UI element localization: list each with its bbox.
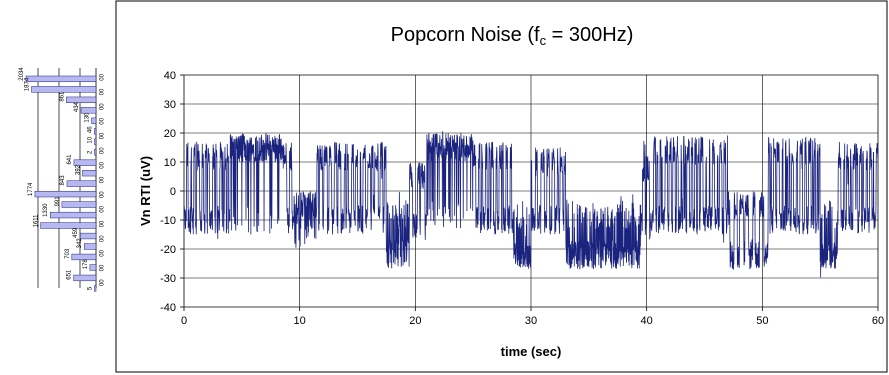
histogram-bin-label: 00 (97, 250, 103, 257)
x-tick-label: 60 (872, 315, 884, 327)
histogram-value-label: 2 (88, 150, 94, 154)
histogram-bin-label: 00 (97, 191, 103, 198)
y-tick-label: -30 (160, 273, 176, 285)
histogram-bar (89, 264, 97, 271)
histogram-bar (40, 222, 97, 229)
histogram-value-label: 1330 (43, 203, 49, 217)
histogram-bar (94, 138, 97, 145)
histogram-value-label: 10 (88, 136, 94, 143)
histogram-bar (49, 211, 97, 219)
histogram-bar (71, 253, 97, 261)
histogram-bin-label: 00 (97, 177, 103, 184)
histogram-bin-label: 00 (97, 133, 103, 140)
histogram-value-label: 392 (76, 164, 82, 175)
histogram-bin-label: 00 (97, 147, 103, 154)
histogram-value-label: 641 (67, 154, 73, 165)
y-axis-label: Vn RTI (uV) (138, 156, 153, 226)
histogram-bar (66, 96, 97, 103)
histogram-value-label: 861 (59, 91, 65, 102)
histogram-bin-label: 00 (97, 74, 103, 81)
histogram-bin-label: 00 (97, 118, 103, 125)
histogram-value-label: 459 (73, 227, 79, 238)
x-axis-label: time (sec) (501, 344, 562, 359)
histogram-value-label: 991 (55, 196, 61, 207)
histogram-value-label: 434 (74, 101, 80, 112)
histogram-bar (94, 128, 97, 135)
histogram-value-label: 1774 (28, 182, 34, 196)
y-tick-label: -20 (160, 244, 176, 256)
y-tick-label: -10 (160, 215, 176, 227)
histogram-bar (91, 117, 97, 124)
x-tick-label: 40 (641, 315, 653, 327)
histogram-bin-label: 00 (97, 235, 103, 242)
x-tick-label: 10 (294, 315, 306, 327)
histogram-bar (25, 75, 97, 83)
histogram-bar (79, 232, 97, 240)
histogram-value-label: 46 (87, 126, 93, 133)
histogram-value-label: 130 (85, 112, 91, 123)
histogram-bin-label: 00 (97, 162, 103, 169)
histogram-bar (34, 190, 97, 198)
histogram-bar (73, 274, 97, 282)
histogram-value-label: 342 (77, 238, 83, 249)
chart-title: Popcorn Noise (fc = 300Hz) (391, 24, 634, 48)
x-tick-label: 20 (409, 315, 421, 327)
x-tick-label: 50 (756, 315, 768, 327)
histogram-bar (66, 180, 97, 187)
histogram-bin-label: 00 (97, 279, 103, 286)
histogram-bar (82, 170, 97, 177)
histogram-bar (80, 107, 97, 114)
noise-trace (184, 131, 878, 278)
histogram-bar (31, 86, 97, 93)
histogram-value-label: 1611 (34, 214, 40, 228)
y-axis-ticks: 40 30 20 10 0 -10 -20 -30 -40 (160, 70, 184, 314)
histogram-value-label: 178 (83, 259, 89, 270)
histogram-value-label: 2034 (19, 67, 25, 81)
y-tick-label: 30 (164, 99, 176, 111)
y-tick-label: 0 (170, 186, 176, 198)
y-tick-label: -40 (160, 302, 176, 314)
y-tick-label: 20 (164, 128, 176, 140)
x-axis-ticks: 0 10 20 30 40 50 60 (181, 307, 884, 327)
histogram-bar (94, 149, 97, 156)
histogram-value-label: 703 (65, 248, 71, 259)
y-tick-label: 40 (164, 70, 176, 82)
histogram-bar (61, 201, 97, 208)
histogram-value-label: 651 (67, 269, 73, 280)
x-tick-label: 30 (525, 315, 537, 327)
x-tick-label: 0 (181, 315, 187, 327)
histogram-value-label: 5 (88, 286, 94, 290)
histogram-bin-label: 00 (97, 206, 103, 213)
histogram-value-label: 1874 (25, 77, 31, 91)
histogram-bin-label: 00 (97, 103, 103, 110)
histogram-bin-label: 00 (97, 221, 103, 228)
histogram-bin-label: 00 (97, 89, 103, 96)
histogram-value-label: 843 (60, 175, 66, 186)
y-tick-label: 10 (164, 157, 176, 169)
histogram-bin-label: 00 (97, 265, 103, 272)
histogram-bar (83, 243, 97, 250)
histogram-bar (73, 159, 97, 166)
histogram-bar (94, 285, 97, 292)
